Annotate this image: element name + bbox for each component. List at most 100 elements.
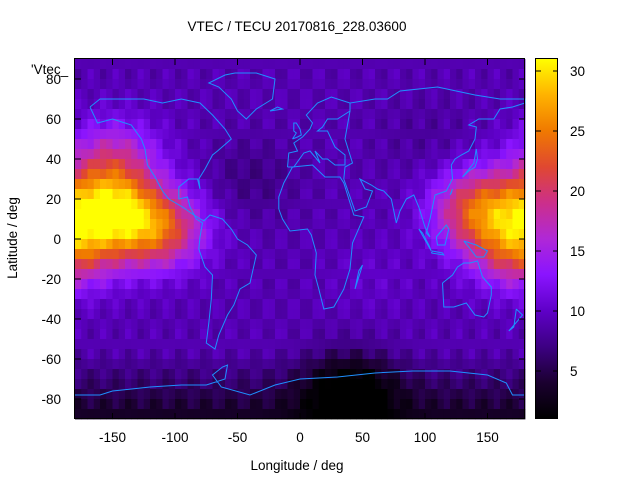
heatmap-cell: [312, 359, 320, 370]
heatmap-cell: [468, 149, 476, 160]
heatmap-cell: [218, 199, 226, 210]
heatmap-cell: [368, 279, 376, 290]
heatmap-cell: [312, 199, 320, 210]
heatmap-cell: [375, 369, 382, 380]
heatmap-cell: [406, 399, 413, 410]
heatmap-cell: [100, 339, 107, 350]
heatmap-cell: [300, 229, 307, 240]
heatmap-cell: [425, 79, 432, 90]
heatmap-cell: [450, 329, 457, 340]
heatmap-cell: [137, 89, 145, 100]
heatmap-cell: [462, 379, 470, 390]
heatmap-cell: [212, 239, 220, 250]
heatmap-cell: [268, 309, 276, 320]
heatmap-cell: [387, 209, 395, 220]
heatmap-cell: [250, 349, 257, 360]
heatmap-cell: [225, 99, 232, 110]
heatmap-cell: [512, 239, 520, 250]
heatmap-cell: [400, 229, 407, 240]
heatmap-cell: [112, 209, 120, 220]
heatmap-cell: [187, 269, 195, 280]
heatmap-cell: [431, 339, 438, 350]
heatmap-cell: [87, 139, 95, 150]
heatmap-cell: [306, 379, 313, 390]
heatmap-cell: [156, 59, 163, 70]
heatmap-cell: [437, 329, 445, 340]
heatmap-cell: [162, 179, 170, 190]
heatmap-cell: [181, 319, 188, 330]
heatmap-cell: [231, 269, 238, 280]
heatmap-cell: [431, 359, 438, 370]
heatmap-cell: [356, 259, 363, 270]
heatmap-cell: [412, 129, 420, 140]
heatmap-cell: [337, 309, 345, 320]
heatmap-cell: [393, 139, 401, 150]
heatmap-cell: [112, 409, 120, 420]
heatmap-cell: [293, 159, 301, 170]
heatmap-cell: [456, 239, 463, 250]
heatmap-cell: [93, 279, 101, 290]
heatmap-cell: [312, 219, 320, 230]
heatmap-cell: [243, 349, 251, 360]
heatmap-cell: [143, 289, 151, 300]
heatmap-cell: [431, 269, 438, 280]
heatmap-cell: [393, 379, 401, 390]
heatmap-cell: [218, 359, 226, 370]
heatmap-cell: [293, 349, 301, 360]
heatmap-cell: [293, 399, 301, 410]
heatmap-cell: [287, 289, 295, 300]
heatmap-cell: [412, 119, 420, 130]
heatmap-cell: [412, 149, 420, 160]
heatmap-cell: [450, 69, 457, 80]
heatmap-cell: [493, 349, 501, 360]
heatmap-cell: [131, 69, 138, 80]
heatmap-cell: [106, 129, 113, 140]
heatmap-cell: [75, 169, 82, 180]
heatmap-cell: [356, 59, 363, 70]
heatmap-cell: [200, 259, 207, 270]
heatmap-cell: [331, 239, 338, 250]
heatmap-cell: [468, 109, 476, 120]
heatmap-cell: [343, 249, 351, 260]
heatmap-cell: [493, 259, 501, 270]
heatmap-cell: [187, 169, 195, 180]
heatmap-cell: [337, 119, 345, 130]
heatmap-cell: [118, 119, 126, 130]
heatmap-cell: [262, 329, 270, 340]
heatmap-cell: [356, 129, 363, 140]
heatmap-cell: [437, 369, 445, 380]
heatmap-cell: [218, 219, 226, 230]
heatmap-cell: [500, 109, 507, 120]
heatmap-cell: [168, 299, 176, 310]
heatmap-cell: [200, 299, 207, 310]
heatmap-cell: [300, 299, 307, 310]
heatmap-cell: [193, 99, 201, 110]
heatmap-cell: [462, 319, 470, 330]
heatmap-cell: [100, 229, 107, 240]
heatmap-cell: [425, 139, 432, 150]
heatmap-cell: [243, 369, 251, 380]
heatmap-cell: [275, 179, 282, 190]
heatmap-cell: [268, 319, 276, 330]
heatmap-cell: [456, 259, 463, 270]
heatmap-cell: [112, 399, 120, 410]
heatmap-cell: [262, 149, 270, 160]
heatmap-cell: [206, 169, 213, 180]
heatmap-cell: [275, 319, 282, 330]
heatmap-cell: [143, 119, 151, 130]
heatmap-cell: [456, 199, 463, 210]
heatmap-cell: [318, 269, 326, 280]
heatmap-cell: [306, 409, 313, 420]
heatmap-cell: [437, 159, 445, 170]
heatmap-cell: [125, 109, 132, 120]
heatmap-cell: [93, 79, 101, 90]
heatmap-cell: [400, 79, 407, 90]
heatmap-cell: [312, 209, 320, 220]
heatmap-cell: [318, 229, 326, 240]
heatmap-cell: [256, 109, 263, 120]
heatmap-cell: [200, 359, 207, 370]
heatmap-cell: [281, 159, 288, 170]
heatmap-cell: [268, 269, 276, 280]
heatmap-cell: [450, 279, 457, 290]
heatmap-cell: [493, 389, 501, 400]
